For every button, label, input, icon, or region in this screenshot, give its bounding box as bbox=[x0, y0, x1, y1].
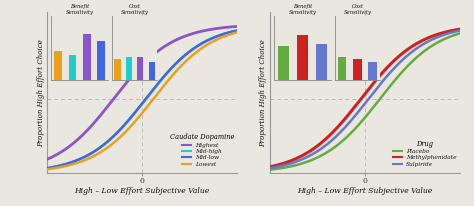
Y-axis label: Proportion High Effort Choice: Proportion High Effort Choice bbox=[259, 39, 267, 147]
Legend: Placebo, Methylphenidate, Sulpiride: Placebo, Methylphenidate, Sulpiride bbox=[393, 139, 457, 167]
X-axis label: High – Low Effort Subjective Value: High – Low Effort Subjective Value bbox=[74, 187, 210, 195]
Y-axis label: Proportion High Effort Choice: Proportion High Effort Choice bbox=[36, 39, 45, 147]
Legend: Highest, Mid-high, Mid-low, Lowest: Highest, Mid-high, Mid-low, Lowest bbox=[170, 133, 234, 167]
X-axis label: High – Low Effort Subjective Value: High – Low Effort Subjective Value bbox=[297, 187, 433, 195]
